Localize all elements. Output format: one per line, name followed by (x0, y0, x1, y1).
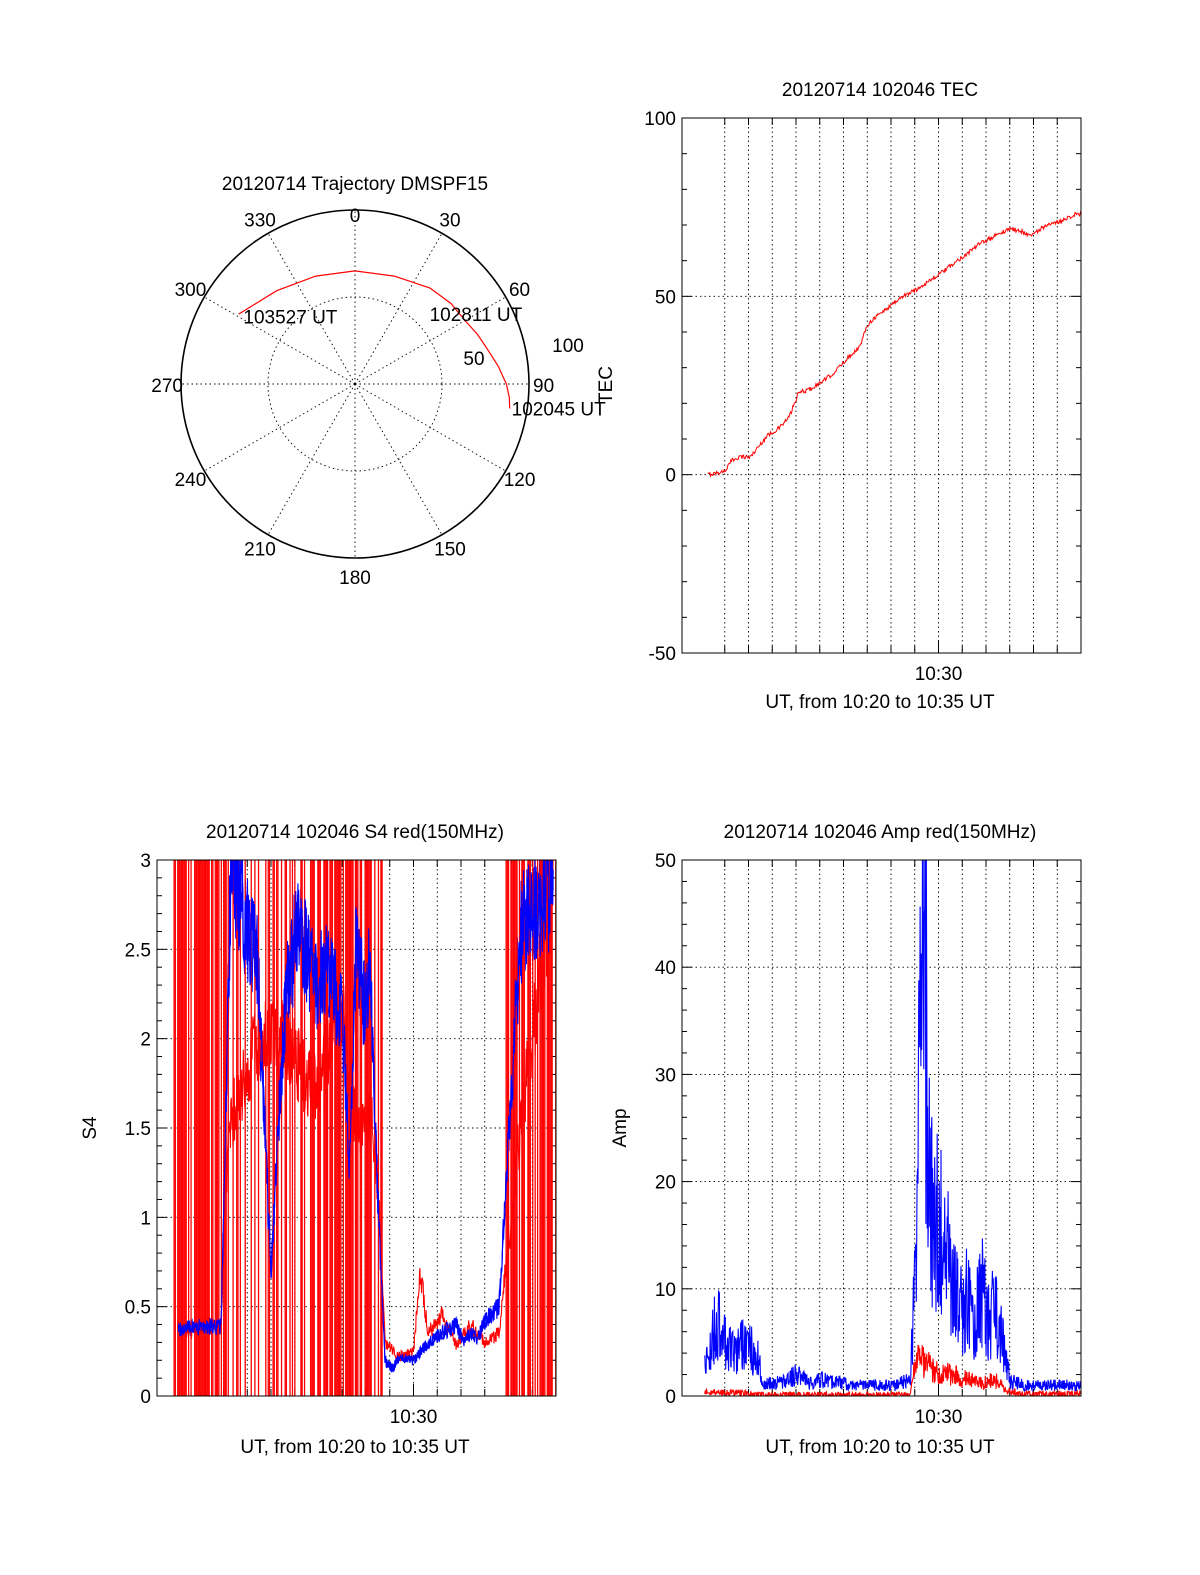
polar-azimuth-label-270: 270 (151, 376, 183, 397)
amp-title: 20120714 102046 Amp red(150MHz) (724, 822, 1037, 843)
polar-spoke-300 (204, 296, 356, 385)
s4-ylabel: S4 (80, 1116, 101, 1140)
polar-radial-label-100: 100 (552, 336, 584, 357)
tec-ytick-label: 100 (644, 109, 676, 130)
tec-xtick-label: 10:30 (915, 664, 963, 685)
s4-ytick-label: 0 (140, 1387, 151, 1408)
tec-data (707, 210, 1081, 478)
amp-panel: 20120714 102046 Amp red(150MHz) UT, from… (610, 822, 1082, 1458)
amp-ytick-label: 30 (655, 1065, 676, 1086)
s4-panel: 20120714 102046 S4 red(150MHz) UT, from … (80, 822, 557, 1458)
polar-trajectory-line (238, 270, 511, 409)
s4-ytick-label: 3 (140, 851, 151, 872)
polar-time-annotation-2: 102811 UT (430, 305, 523, 326)
s4-ytick-label: 2.5 (125, 940, 151, 961)
amp-xlabel: UT, from 10:20 to 10:35 UT (765, 1437, 995, 1458)
tec-title: 20120714 102046 TEC (782, 80, 978, 101)
s4-xlabel: UT, from 10:20 to 10:35 UT (240, 1437, 470, 1458)
s4-data (173, 860, 556, 1396)
tec-series-1-line (707, 210, 1081, 478)
polar-spoke-210 (267, 383, 356, 535)
polar-azimuth-label-330: 330 (244, 210, 276, 231)
polar-time-annotation-1: 103527 UT (243, 307, 337, 328)
polar-azimuth-label-180: 180 (339, 568, 371, 589)
s4-plot-frame (156, 859, 557, 1397)
polar-azimuth-label-0: 0 (350, 206, 361, 227)
s4-title: 20120714 102046 S4 red(150MHz) (206, 822, 504, 843)
polar-azimuth-label-30: 30 (439, 210, 460, 231)
polar-azimuth-label-240: 240 (175, 470, 207, 491)
amp-plot-frame (681, 859, 1082, 1397)
tec-xlabel: UT, from 10:20 to 10:35 UT (765, 692, 995, 713)
tec-ytick-label: -50 (649, 644, 676, 665)
polar-spoke-330 (267, 233, 356, 385)
amp-ytick-label: 0 (665, 1387, 676, 1408)
polar-ring-50 (267, 296, 443, 472)
amp-xtick-label: 10:30 (915, 1407, 963, 1428)
polar-spoke-240 (204, 383, 356, 472)
polar-time-annotation-3: 102045 UT (512, 399, 606, 420)
s4-ytick-label: 1.5 (125, 1119, 151, 1140)
trajectory-polar-panel: 20120714 Trajectory DMSPF15 0 30 60 90 120 15… (151, 174, 606, 589)
polar-azimuth-label-150: 150 (434, 540, 466, 561)
polar-azimuth-label-90: 90 (533, 376, 554, 397)
tec-ytick-label: 0 (665, 466, 676, 487)
s4-ytick-label: 0.5 (125, 1298, 151, 1319)
tec-ylabel: TEC (596, 366, 617, 404)
polar-azimuth-label-60: 60 (509, 280, 530, 301)
amp-series-1-line (704, 860, 1081, 1393)
s4-series-1-overlay (177, 860, 554, 1373)
polar-azimuth-label-300: 300 (175, 280, 207, 301)
amp-ytick-label: 50 (655, 851, 676, 872)
tec-plot-frame (681, 117, 1082, 654)
s4-ytick-label: 1 (140, 1208, 151, 1229)
amp-ylabel: Amp (610, 1108, 631, 1147)
polar-azimuth-label-120: 120 (504, 470, 536, 491)
polar-azimuth-label-210: 210 (244, 540, 276, 561)
amp-ytick-label: 40 (655, 958, 676, 979)
polar-outer-ring (180, 209, 530, 559)
amp-ytick-label: 10 (655, 1280, 676, 1301)
tec-panel: 20120714 102046 TEC UT, from 10:20 to 10… (596, 80, 1082, 713)
polar-radial-label-50: 50 (463, 349, 484, 370)
s4-ytick-label: 2 (140, 1030, 151, 1051)
polar-title: 20120714 Trajectory DMSPF15 (222, 174, 488, 195)
tec-ytick-label: 50 (655, 287, 676, 308)
amp-ytick-label: 20 (655, 1173, 676, 1194)
s4-xtick-label: 10:30 (390, 1407, 438, 1428)
